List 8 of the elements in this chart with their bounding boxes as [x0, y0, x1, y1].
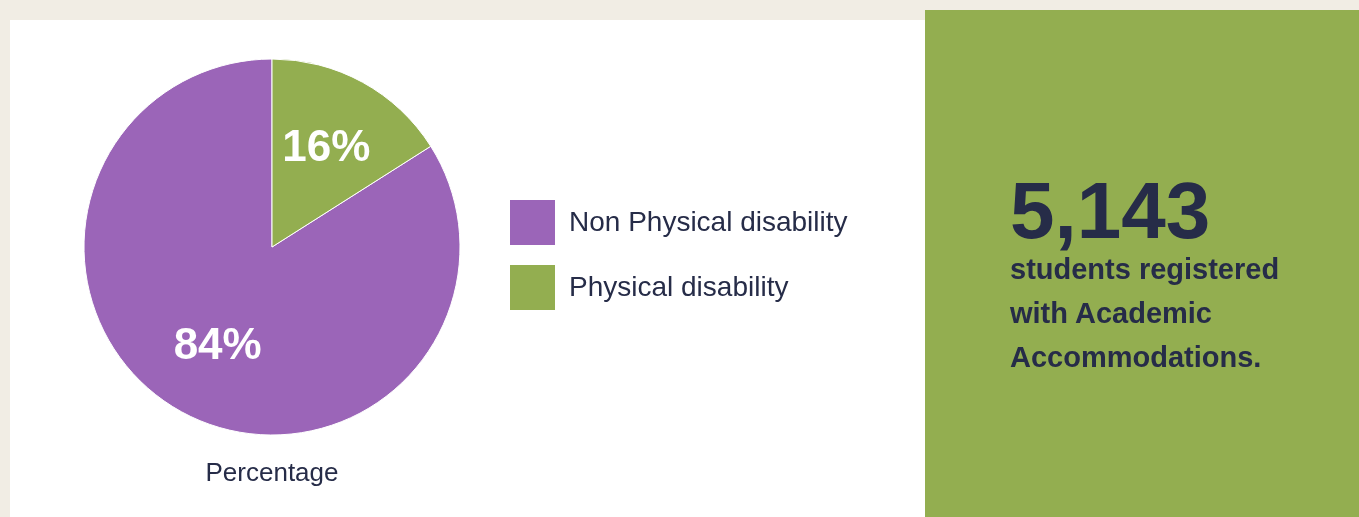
pie-slice	[83, 58, 461, 436]
legend-label: Non Physical disability	[569, 205, 848, 237]
legend-label: Physical disability	[569, 270, 789, 302]
text: 5,143	[1010, 166, 1211, 255]
text: students registered with Academic Accommodations.	[1009, 253, 1280, 373]
data-label: 84%	[173, 318, 262, 368]
data-label: 16%	[282, 121, 371, 171]
text: Percentage	[205, 457, 339, 487]
